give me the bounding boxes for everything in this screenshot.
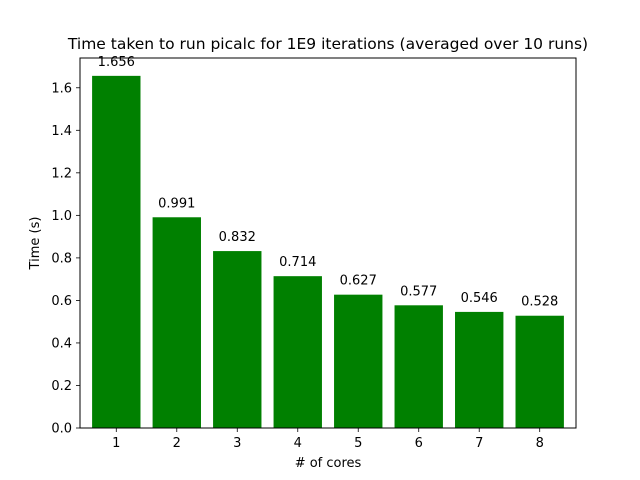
- bar-1: [92, 75, 141, 429]
- bar-4: [273, 276, 322, 428]
- y-tick-label: 1.4: [51, 124, 72, 139]
- bar-2: [152, 217, 201, 428]
- x-tick-label: 4: [294, 436, 302, 451]
- x-tick-label: 7: [475, 436, 483, 451]
- x-tick-label: 6: [415, 436, 423, 451]
- data-label-5: 0.627: [340, 274, 377, 289]
- x-axis-label: # of cores: [295, 456, 362, 471]
- y-tick-label: 0.8: [51, 251, 72, 266]
- plot-frame: [79, 57, 577, 429]
- y-tick-label: 0.6: [51, 294, 72, 309]
- x-tick-label: 3: [233, 436, 241, 451]
- y-tick-label: 0.4: [51, 336, 72, 351]
- y-tick-label: 1.2: [51, 166, 72, 181]
- chart-title: Time taken to run picalc for 1E9 iterati…: [67, 35, 588, 53]
- y-tick-label: 0.0: [51, 422, 72, 437]
- y-axis-label: Time (s): [28, 217, 43, 271]
- y-tick-label: 1.6: [51, 81, 72, 96]
- x-axis-ticks: 1 2 3 4 5 6 7 8: [112, 428, 544, 451]
- data-label-3: 0.832: [219, 230, 256, 245]
- data-labels-group: 1.656 0.991 0.832 0.714 0.627 0.577 0.546 0.528: [98, 55, 559, 310]
- bar-8: [515, 315, 564, 428]
- bar-5: [334, 294, 383, 428]
- data-label-8: 0.528: [521, 295, 558, 310]
- x-tick-label: 8: [536, 436, 544, 451]
- x-tick-label: 1: [112, 436, 120, 451]
- bar-6: [394, 305, 443, 428]
- y-tick-label: 1.0: [51, 209, 72, 224]
- data-label-4: 0.714: [279, 255, 316, 270]
- data-label-1: 1.656: [98, 55, 135, 70]
- data-label-7: 0.546: [461, 291, 498, 306]
- bars-group: [92, 75, 564, 429]
- data-label-6: 0.577: [400, 284, 437, 299]
- data-label-2: 0.991: [158, 196, 195, 211]
- y-axis-ticks: 0.0 0.2 0.4 0.6 0.8 1.0 1.2 1.4 1.6: [51, 81, 80, 437]
- bar-7: [455, 311, 504, 428]
- bar-3: [213, 251, 262, 428]
- x-tick-label: 2: [173, 436, 181, 451]
- x-tick-label: 5: [354, 436, 362, 451]
- y-tick-label: 0.2: [51, 379, 72, 394]
